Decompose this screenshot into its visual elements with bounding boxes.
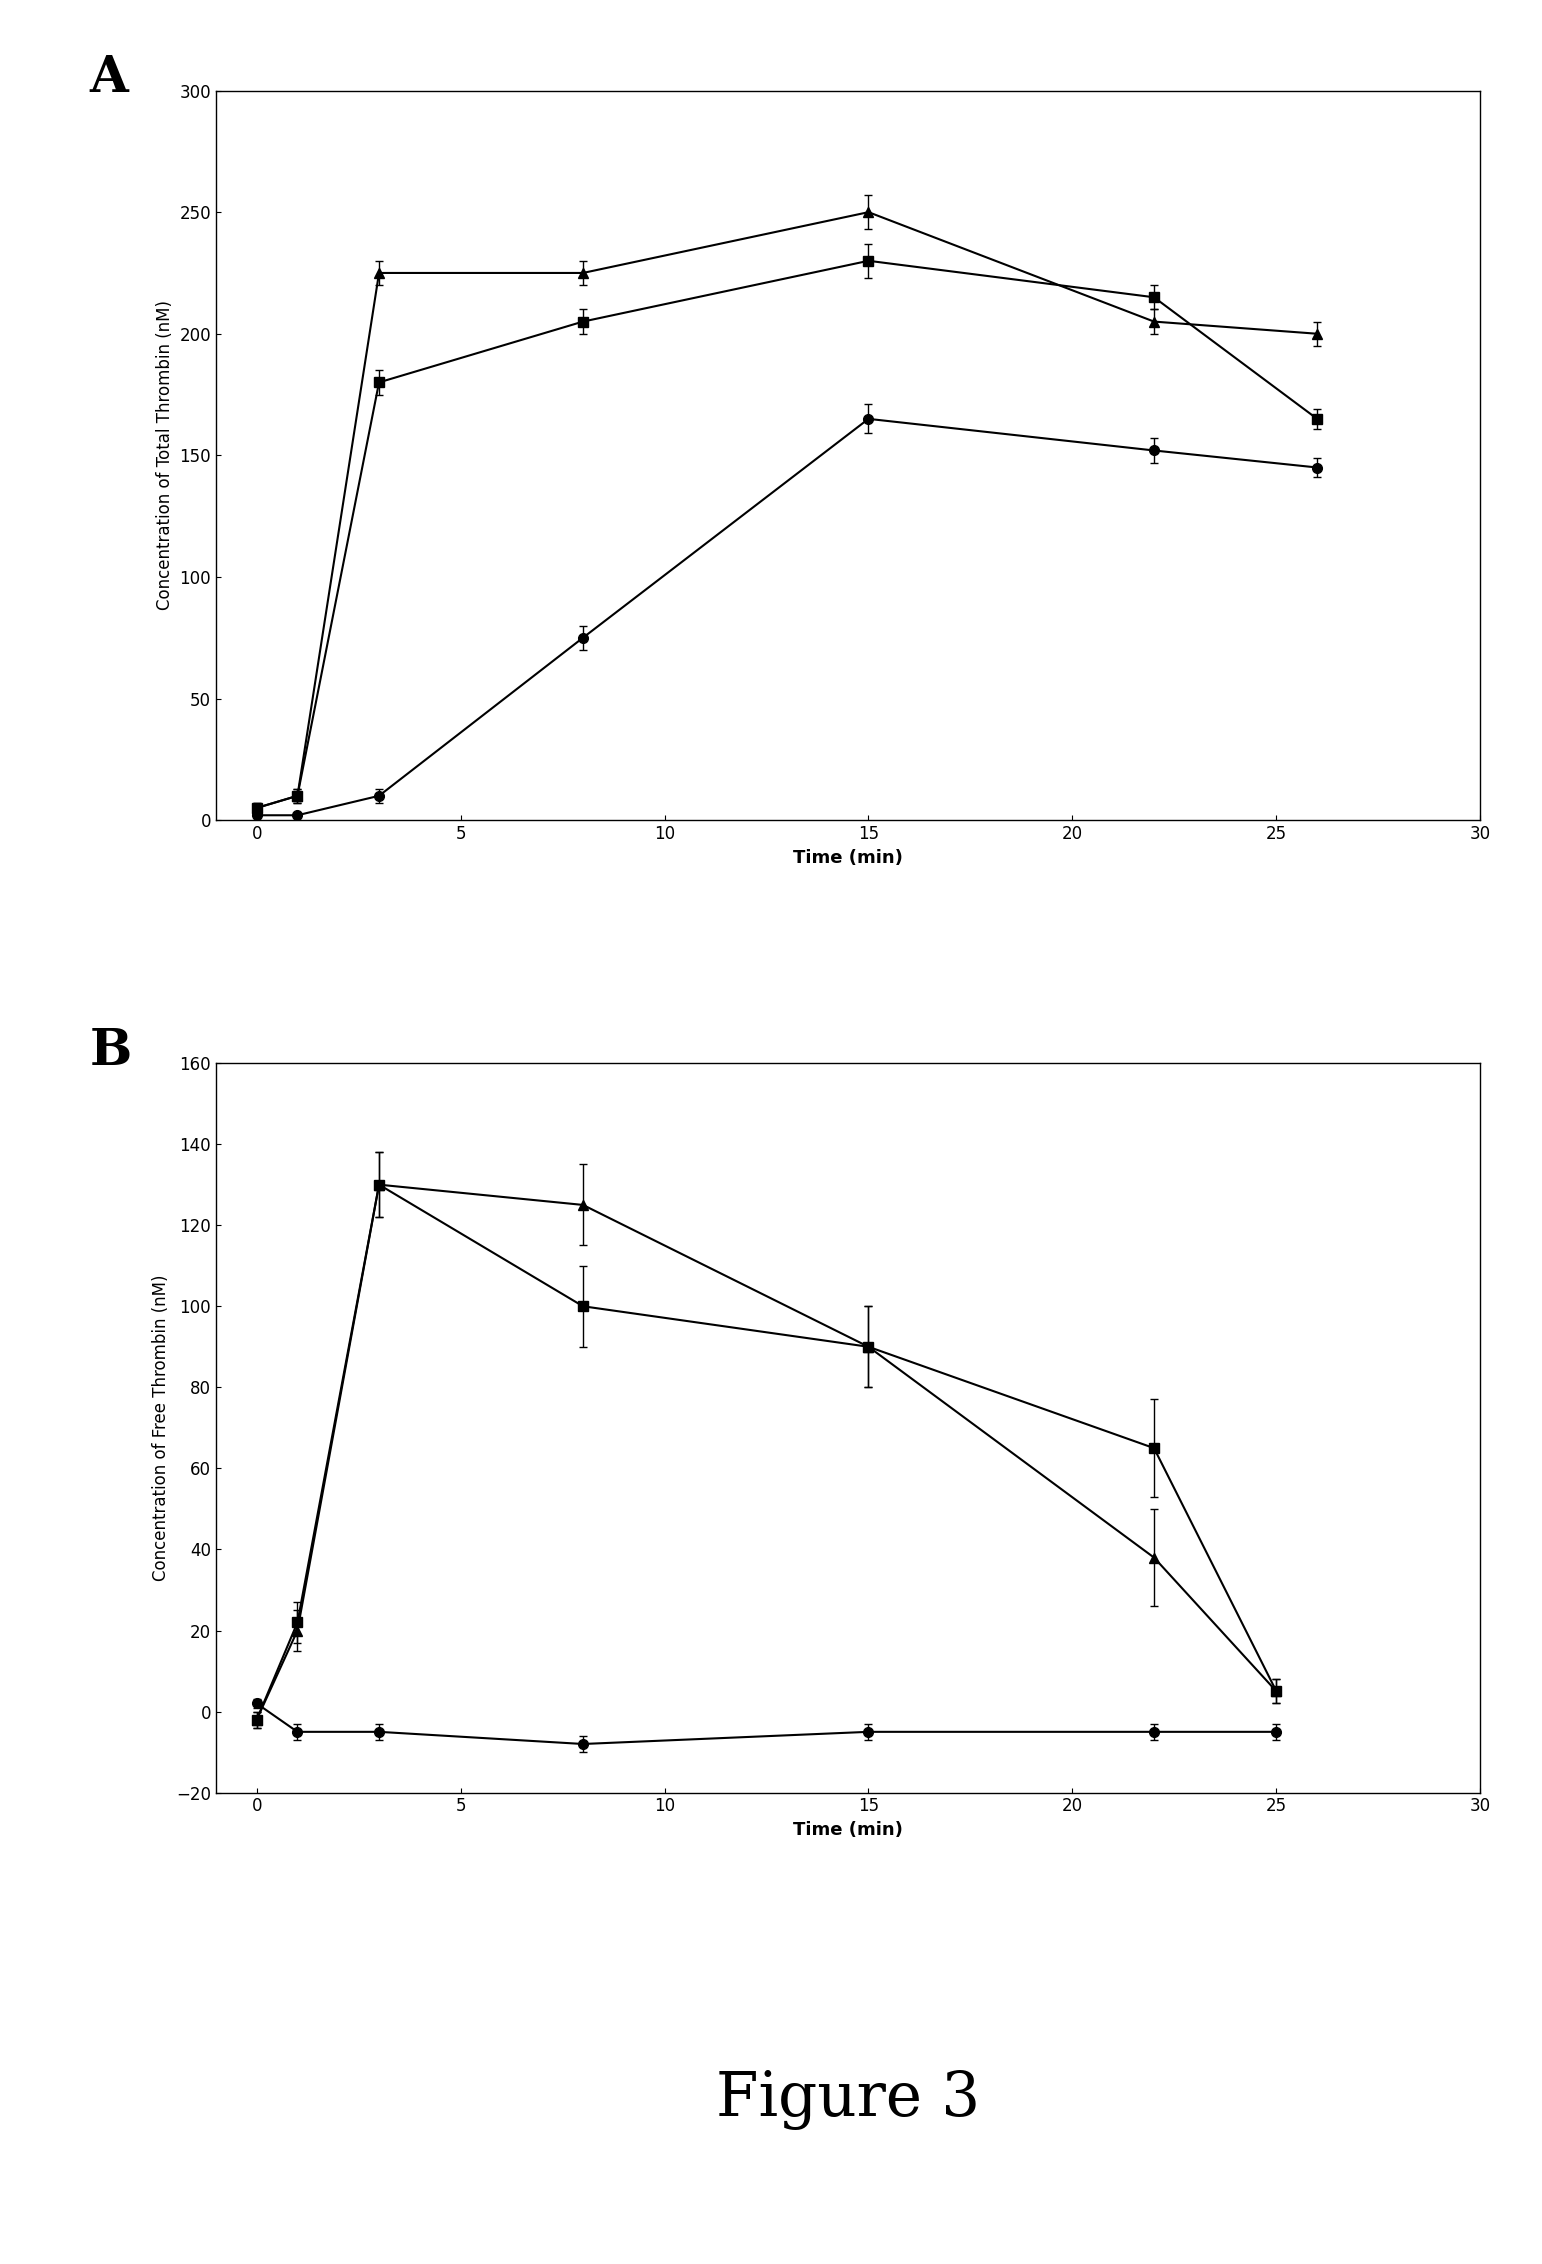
- Y-axis label: Concentration of Total Thrombin (nM): Concentration of Total Thrombin (nM): [156, 301, 174, 611]
- Y-axis label: Concentration of Free Thrombin (nM): Concentration of Free Thrombin (nM): [153, 1275, 171, 1580]
- Text: Figure 3: Figure 3: [715, 2069, 981, 2130]
- X-axis label: Time (min): Time (min): [793, 1820, 904, 1838]
- Text: A: A: [89, 54, 128, 104]
- X-axis label: Time (min): Time (min): [793, 849, 904, 867]
- Text: B: B: [89, 1026, 131, 1075]
